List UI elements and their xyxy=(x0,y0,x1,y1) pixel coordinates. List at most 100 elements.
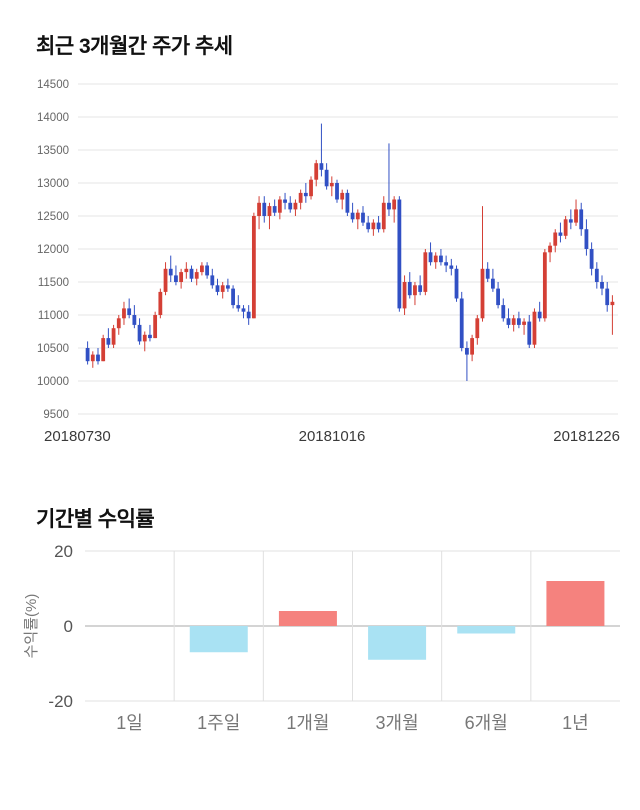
candle-body xyxy=(158,291,163,315)
candle-body xyxy=(329,183,334,187)
y-tick-label: 14000 xyxy=(37,112,69,124)
candle-body xyxy=(527,321,532,345)
candle-body xyxy=(449,265,454,269)
candle-body xyxy=(257,202,261,216)
candle-body xyxy=(428,252,433,263)
candle-body xyxy=(210,275,215,286)
candle-body xyxy=(465,348,469,355)
candle-body xyxy=(537,311,542,319)
candle-body xyxy=(174,275,178,282)
candle-body xyxy=(179,272,184,282)
candle-body xyxy=(444,262,449,266)
candle-body xyxy=(568,219,573,223)
candle-body xyxy=(532,311,537,345)
candle-body xyxy=(345,192,350,213)
candle-body xyxy=(340,192,345,200)
candle-body xyxy=(90,354,95,362)
y-tick-label: 12500 xyxy=(37,211,69,223)
candle-body xyxy=(454,268,459,299)
y-tick-label: 11500 xyxy=(38,277,69,289)
candle-body xyxy=(485,268,490,279)
candle-body xyxy=(246,311,251,319)
candle-body xyxy=(283,199,287,203)
candle-body xyxy=(106,338,111,345)
candle-body xyxy=(324,169,329,187)
y-tick-label: 13000 xyxy=(37,178,69,190)
price-chart: 9500 10000 10500 11000 11500 12000 12500 13000 1… xyxy=(0,74,640,445)
candle-body xyxy=(298,192,303,203)
candle-body xyxy=(542,252,547,319)
candle-body xyxy=(501,305,506,319)
candle-body xyxy=(101,338,106,362)
candle-body xyxy=(361,212,365,223)
y-tick-label: 13500 xyxy=(37,145,69,157)
candle-body xyxy=(511,318,516,325)
candle-body xyxy=(153,315,158,339)
candle-body xyxy=(215,285,220,292)
y-tick-label: 10500 xyxy=(37,343,69,355)
return-bar xyxy=(189,626,248,653)
candle-body xyxy=(589,249,594,269)
candle-body xyxy=(548,245,552,253)
candle-body xyxy=(610,301,615,306)
candle-body xyxy=(116,318,121,329)
candle-body xyxy=(553,232,558,246)
candle-body xyxy=(584,229,589,249)
return-bar xyxy=(457,626,516,634)
candle-body xyxy=(496,288,500,306)
candle-body xyxy=(137,324,142,342)
bar-category-label: 1주일 xyxy=(197,713,240,733)
candle-body xyxy=(387,202,391,210)
candle-body xyxy=(335,183,339,200)
candle-body xyxy=(205,265,210,276)
candle-body xyxy=(85,348,90,362)
candle-body xyxy=(516,318,521,325)
candle-body xyxy=(490,278,495,289)
candle-body xyxy=(433,255,438,263)
bar-category-label: 1일 xyxy=(116,713,143,733)
candle-body xyxy=(600,282,604,289)
y-axis-label: 수익률(%) xyxy=(23,594,40,659)
candle-body xyxy=(220,285,225,292)
price-chart-canvas: 9500 10000 10500 11000 11500 12000 12500 13000 1… xyxy=(37,79,618,421)
candle-body xyxy=(96,354,100,362)
bar-category-label: 1년 xyxy=(562,713,589,733)
returns-chart-canvas: 20 0 -20 1일 1주일 1개월 3개월 6개월 1년 수익률(%) xyxy=(23,543,620,733)
y-tick-label: 9500 xyxy=(43,409,69,421)
y-tick-label: 11000 xyxy=(38,310,69,322)
candle-body xyxy=(251,216,256,319)
candle-body xyxy=(558,232,563,236)
candle-body xyxy=(262,202,267,216)
y-tick-label: 0 xyxy=(64,617,73,636)
candle-body xyxy=(163,268,168,292)
candle-body xyxy=(574,209,578,223)
candle-body xyxy=(293,202,298,210)
x-tick-mid: 20181016 xyxy=(298,428,366,445)
return-bar xyxy=(546,581,605,626)
candle-body xyxy=(594,268,599,282)
x-tick-end: 20181226 xyxy=(553,428,620,445)
y-tick-label: 12000 xyxy=(37,244,69,256)
candle-body xyxy=(579,209,584,230)
candle-body xyxy=(506,318,511,325)
y-tick-label: -20 xyxy=(48,692,73,711)
candle-body xyxy=(366,222,371,230)
candle-body xyxy=(439,255,443,263)
candle-body xyxy=(381,202,386,230)
candle-body xyxy=(127,308,132,315)
x-tick-start: 20180730 xyxy=(44,428,111,445)
candle-body xyxy=(355,212,360,220)
candle-body xyxy=(605,288,610,306)
candle-body xyxy=(200,265,204,273)
price-chart-x-axis: 20180730 20181016 20181226 xyxy=(0,426,640,445)
y-tick-label: 20 xyxy=(54,543,73,561)
y-tick-label: 14500 xyxy=(37,79,69,91)
candle-body xyxy=(168,268,173,276)
candle-body xyxy=(225,285,230,289)
candle-body xyxy=(189,268,194,279)
candle-body xyxy=(303,192,308,197)
bar-category-label: 6개월 xyxy=(465,713,508,733)
candle-body xyxy=(194,272,199,279)
candle-body xyxy=(111,328,116,345)
